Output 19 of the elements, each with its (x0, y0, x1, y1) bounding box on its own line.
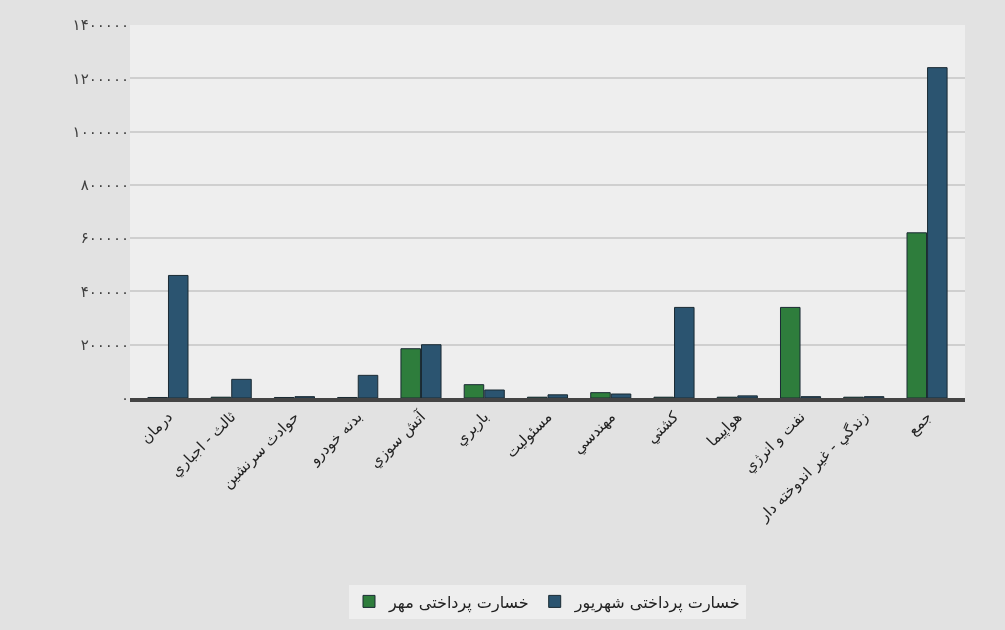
y-tick-label: ۱۲۰۰۰۰۰ (72, 69, 129, 88)
x-tick-label: باربري (451, 407, 494, 450)
y-tick-label: ۴۰۰۰۰۰ (80, 282, 129, 301)
y-tick-label: ۶۰۰۰۰۰ (80, 229, 129, 248)
x-tick-label: هواپيما (703, 407, 747, 451)
x-tick-label: جمع (904, 407, 936, 439)
x-tick-label: مهندسي (569, 407, 620, 459)
x-tick-label: آتش سوزي (365, 407, 431, 472)
x-tick-label: درمان (136, 407, 177, 448)
x-tick-label: مسئوليت (502, 407, 556, 462)
x-tick-label: كشتي (642, 407, 684, 448)
y-tick-label: ۲۰۰۰۰۰ (80, 335, 129, 354)
y-tick-label: ۸۰۰۰۰۰ (80, 176, 129, 195)
y-tick-label: ۱۰۰۰۰۰۰ (72, 122, 129, 141)
y-tick-label: ۰ (120, 389, 129, 408)
legend-label: خسارت پرداختی مهر (388, 592, 529, 613)
x-tick-label: بدنه خودرو (304, 407, 366, 469)
y-tick-label: ۱۴۰۰۰۰۰ (72, 16, 129, 35)
legend-label: خسارت پرداختی شهریور (573, 592, 740, 613)
